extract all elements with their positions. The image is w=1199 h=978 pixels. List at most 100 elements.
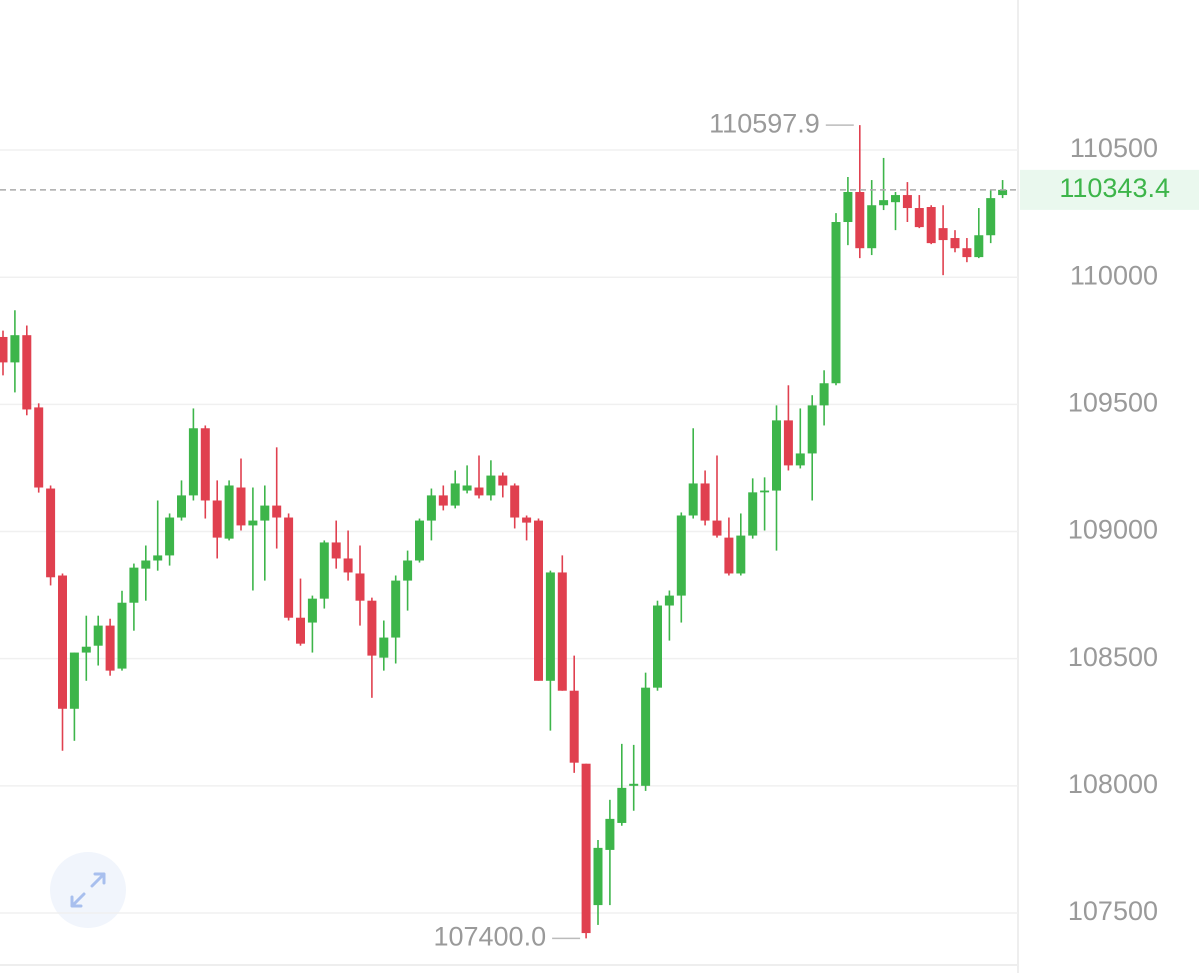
candle-body xyxy=(914,208,924,228)
candle-body xyxy=(426,495,436,521)
candle-body xyxy=(355,573,365,601)
low-marker-label: 107400.0 xyxy=(433,922,546,952)
candle-body xyxy=(867,205,877,249)
candle-body xyxy=(46,488,56,578)
y-tick-label: 108500 xyxy=(1068,642,1158,672)
candle-body xyxy=(605,818,615,850)
expand-bg xyxy=(50,852,126,928)
candle-body xyxy=(748,492,758,536)
candle-body xyxy=(986,198,996,236)
candle-body xyxy=(367,600,377,656)
high-marker-label: 110597.9 xyxy=(709,108,820,138)
candle-body xyxy=(284,517,294,618)
candle-body xyxy=(415,520,424,561)
candle-body xyxy=(629,783,639,786)
candle-body xyxy=(391,580,401,638)
candle-body xyxy=(819,383,829,406)
candle-body xyxy=(403,560,413,581)
candle-body xyxy=(153,555,163,561)
candle-body xyxy=(772,420,781,491)
candle-body xyxy=(34,407,44,488)
candle-body xyxy=(58,575,67,709)
candle-body xyxy=(117,602,127,669)
candle-body xyxy=(177,495,186,518)
candle-body xyxy=(438,495,448,506)
candle-body xyxy=(724,537,734,574)
candle-body xyxy=(81,646,91,653)
candle-body xyxy=(141,560,151,569)
candle-body xyxy=(902,195,912,209)
candle-body xyxy=(569,690,579,763)
y-tick-label: 107500 xyxy=(1068,896,1158,926)
candle-body xyxy=(462,485,472,491)
candle-body xyxy=(712,520,722,536)
last-price-label: 110343.4 xyxy=(1059,173,1170,203)
candle-body xyxy=(593,847,603,906)
candle-body xyxy=(998,189,1008,196)
candle-body xyxy=(760,490,770,493)
expand-icon xyxy=(70,872,106,908)
candle-body xyxy=(522,517,532,523)
candle-body xyxy=(260,505,270,521)
candle-body xyxy=(105,625,115,671)
candle-body xyxy=(557,572,567,691)
candle-body xyxy=(688,483,698,516)
candle-body xyxy=(641,687,651,786)
candle-body xyxy=(783,420,793,466)
last-price-box xyxy=(1020,169,1199,210)
candle-body xyxy=(938,228,948,241)
candle-body xyxy=(93,625,103,646)
candle-body xyxy=(69,652,79,709)
candle-body xyxy=(974,235,984,258)
candle-body xyxy=(22,335,32,410)
y-tick-label: 109500 xyxy=(1068,387,1158,417)
candle-body xyxy=(736,535,746,574)
candle-body xyxy=(700,483,710,521)
candle-body xyxy=(129,567,139,603)
candle-body xyxy=(224,485,234,539)
candle-body xyxy=(510,485,520,518)
candle-body xyxy=(200,428,210,501)
y-tick-label: 108000 xyxy=(1068,769,1158,799)
candle-body xyxy=(664,595,674,606)
candle-body xyxy=(0,336,8,363)
candle-body xyxy=(248,520,258,526)
candle-body xyxy=(10,335,20,363)
candle-body xyxy=(498,475,508,486)
expand-button[interactable] xyxy=(50,852,126,928)
candle-body xyxy=(855,192,865,249)
candle-body xyxy=(319,542,329,599)
y-tick-label: 109000 xyxy=(1068,515,1158,545)
candle-body xyxy=(795,453,805,466)
candle-body xyxy=(188,428,198,496)
candle-body xyxy=(379,637,389,658)
candle-body xyxy=(450,483,460,506)
candle-body xyxy=(534,520,543,681)
candle-body xyxy=(926,207,936,244)
candle-body xyxy=(236,487,246,526)
candle-body xyxy=(486,475,496,496)
candle-body xyxy=(545,572,555,681)
candle-body xyxy=(307,598,317,623)
candle-body xyxy=(962,248,972,258)
candle-body xyxy=(831,222,841,384)
candle-body xyxy=(676,515,686,596)
candle-body xyxy=(343,558,353,573)
candle-body xyxy=(474,487,484,496)
candle-body xyxy=(165,517,175,556)
candle-body xyxy=(653,605,662,688)
candle-body xyxy=(807,405,817,454)
candle-body xyxy=(950,238,960,249)
candle-body xyxy=(331,542,341,559)
candle-body xyxy=(617,787,627,823)
candle-body xyxy=(272,505,282,518)
y-tick-label: 110500 xyxy=(1070,133,1158,163)
candle-body xyxy=(296,617,305,644)
candle-body xyxy=(879,200,889,206)
candle-body xyxy=(581,763,591,934)
candle-body xyxy=(843,192,853,223)
candle-body xyxy=(212,500,222,538)
y-tick-label: 110000 xyxy=(1070,260,1158,290)
candle-body xyxy=(891,195,900,203)
